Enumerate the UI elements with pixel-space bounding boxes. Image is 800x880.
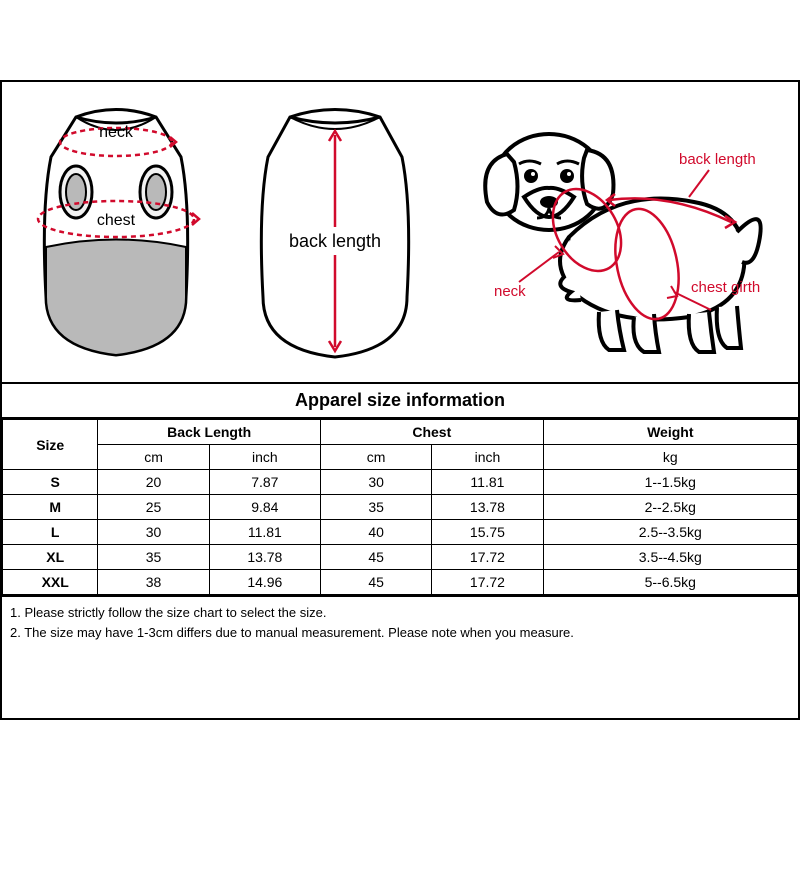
cell-bl_in: 14.96 bbox=[209, 570, 320, 595]
cell-bl_in: 11.81 bbox=[209, 520, 320, 545]
cell-bl_cm: 20 bbox=[98, 470, 209, 495]
cell-ch_cm: 35 bbox=[320, 495, 431, 520]
cell-bl_cm: 35 bbox=[98, 545, 209, 570]
cell-ch_cm: 40 bbox=[320, 520, 431, 545]
cell-size: XXL bbox=[3, 570, 98, 595]
th-bl-inch: inch bbox=[209, 445, 320, 470]
dog-chest-girth-label: chest girth bbox=[691, 279, 760, 296]
cell-ch_cm: 45 bbox=[320, 570, 431, 595]
cell-ch_in: 13.78 bbox=[432, 495, 543, 520]
cell-ch_in: 17.72 bbox=[432, 570, 543, 595]
back-length-label: back length bbox=[289, 231, 381, 251]
th-ch-inch: inch bbox=[432, 445, 543, 470]
cell-weight: 2--2.5kg bbox=[543, 495, 797, 520]
note-2: 2. The size may have 1-3cm differs due t… bbox=[10, 623, 790, 643]
diagram-row: neck chest back length bbox=[2, 82, 798, 382]
cell-bl_in: 9.84 bbox=[209, 495, 320, 520]
table-row: S207.873011.811--1.5kg bbox=[3, 470, 798, 495]
notes-block: 1. Please strictly follow the size chart… bbox=[2, 595, 798, 648]
cell-weight: 3.5--4.5kg bbox=[543, 545, 797, 570]
cell-ch_in: 11.81 bbox=[432, 470, 543, 495]
cell-size: XL bbox=[3, 545, 98, 570]
table-row: XL3513.784517.723.5--4.5kg bbox=[3, 545, 798, 570]
neck-label: neck bbox=[99, 124, 134, 141]
cell-bl_in: 7.87 bbox=[209, 470, 320, 495]
table-row: M259.843513.782--2.5kg bbox=[3, 495, 798, 520]
garment-front-diagram: neck chest bbox=[21, 97, 211, 367]
th-weight-kg: kg bbox=[543, 445, 797, 470]
dog-back-length-label: back length bbox=[679, 151, 756, 168]
cell-weight: 2.5--3.5kg bbox=[543, 520, 797, 545]
cell-weight: 5--6.5kg bbox=[543, 570, 797, 595]
th-ch-cm: cm bbox=[320, 445, 431, 470]
size-chart-container: neck chest back length bbox=[0, 80, 800, 720]
cell-bl_cm: 30 bbox=[98, 520, 209, 545]
dog-neck-label: neck bbox=[494, 283, 526, 300]
cell-size: M bbox=[3, 495, 98, 520]
size-table: Size Back Length Chest Weight cm inch cm… bbox=[2, 419, 798, 595]
th-weight: Weight bbox=[543, 420, 797, 445]
cell-bl_in: 13.78 bbox=[209, 545, 320, 570]
cell-ch_in: 15.75 bbox=[432, 520, 543, 545]
table-title: Apparel size information bbox=[2, 382, 798, 419]
cell-weight: 1--1.5kg bbox=[543, 470, 797, 495]
table-row: XXL3814.964517.725--6.5kg bbox=[3, 570, 798, 595]
cell-ch_in: 17.72 bbox=[432, 545, 543, 570]
cell-ch_cm: 30 bbox=[320, 470, 431, 495]
th-back-length: Back Length bbox=[98, 420, 321, 445]
dog-diagram: neck chest girth back length bbox=[459, 92, 779, 372]
garment-back-diagram: back length bbox=[240, 97, 430, 367]
cell-size: S bbox=[3, 470, 98, 495]
cell-bl_cm: 38 bbox=[98, 570, 209, 595]
table-row: L3011.814015.752.5--3.5kg bbox=[3, 520, 798, 545]
cell-bl_cm: 25 bbox=[98, 495, 209, 520]
th-bl-cm: cm bbox=[98, 445, 209, 470]
chest-label: chest bbox=[97, 212, 136, 229]
cell-size: L bbox=[3, 520, 98, 545]
th-size: Size bbox=[3, 420, 98, 470]
cell-ch_cm: 45 bbox=[320, 545, 431, 570]
th-chest: Chest bbox=[320, 420, 543, 445]
note-1: 1. Please strictly follow the size chart… bbox=[10, 603, 790, 623]
